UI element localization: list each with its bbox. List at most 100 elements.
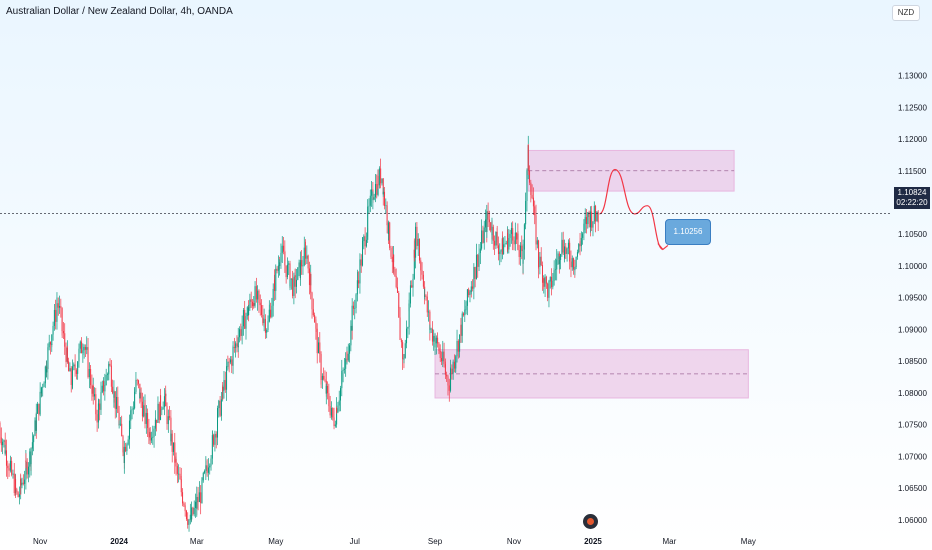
candle-body	[548, 281, 550, 289]
candle-body	[227, 361, 229, 367]
candle-body	[144, 403, 146, 424]
candle-body	[12, 473, 14, 475]
candle-body	[222, 386, 224, 391]
candle-body	[127, 439, 129, 445]
candle-body	[362, 247, 364, 266]
candle-body	[258, 290, 260, 295]
candle-body	[15, 479, 17, 490]
candle-body	[342, 369, 344, 371]
candle-body	[501, 238, 503, 255]
candle-body	[477, 254, 479, 267]
candle-body	[349, 345, 351, 354]
candle-body	[583, 223, 585, 234]
candle-body	[113, 391, 115, 398]
candle-body	[153, 428, 155, 437]
candle-body	[285, 265, 287, 278]
candle-body	[438, 343, 440, 351]
candle-body	[593, 205, 595, 222]
current-price-tag: 1.10824 02:22:20	[894, 187, 930, 209]
candle-body	[308, 268, 310, 286]
candle-body	[334, 424, 336, 427]
candle-body	[193, 507, 195, 515]
candle-body	[465, 305, 467, 310]
candle-body	[570, 261, 572, 268]
candle-body	[94, 394, 96, 397]
candle-body	[562, 239, 564, 253]
candle-body	[376, 184, 378, 195]
candle-body	[485, 219, 487, 228]
y-tick-label: 1.07500	[898, 421, 927, 430]
candle-body	[43, 383, 45, 388]
candle-body	[425, 295, 427, 297]
candle-body	[211, 436, 213, 459]
candle-body	[316, 328, 318, 354]
candle-body	[579, 244, 581, 247]
candle-body	[566, 248, 568, 254]
candle-body	[369, 195, 371, 206]
candle-body	[150, 437, 152, 441]
candle-body	[61, 308, 63, 327]
candle-body	[306, 255, 308, 259]
currency-button[interactable]: NZD	[892, 5, 920, 21]
candle-body	[315, 322, 317, 329]
candle-body	[187, 519, 189, 525]
candle-body	[24, 479, 26, 484]
candle-body	[250, 299, 252, 302]
projection-arrowhead	[657, 243, 669, 251]
candle-body	[294, 275, 296, 287]
candle-body	[46, 369, 48, 373]
candle-body	[513, 240, 515, 245]
candle-body	[70, 368, 72, 385]
candle-body	[571, 258, 573, 268]
candle-body	[518, 249, 520, 257]
candle-body	[512, 228, 514, 234]
candle-body	[202, 472, 204, 481]
candle-body	[293, 276, 295, 296]
candle-body	[576, 252, 578, 257]
candle-body	[101, 385, 103, 393]
candle-body	[540, 256, 542, 266]
candle-body	[191, 507, 193, 520]
candle-body	[530, 182, 532, 195]
candle-body	[464, 309, 466, 316]
candle-body	[65, 346, 67, 362]
candle-body	[161, 409, 163, 410]
candle-body	[189, 514, 191, 520]
candle-body	[148, 427, 150, 438]
candle-body	[354, 307, 356, 309]
candle-body	[165, 393, 167, 407]
candle-body	[341, 370, 343, 382]
candle-body	[303, 247, 305, 266]
candle-body	[473, 267, 475, 289]
candle-body	[418, 239, 420, 255]
candle-body	[48, 342, 50, 348]
candle-body	[503, 244, 505, 255]
candle-body	[117, 396, 119, 413]
candle-body	[372, 199, 374, 201]
candle-body	[77, 361, 79, 367]
candle-body	[116, 396, 118, 409]
candle-body	[378, 168, 380, 186]
candle-body	[374, 184, 376, 198]
tradingview-logo-icon[interactable]	[583, 514, 598, 529]
candle-body	[320, 354, 322, 379]
candle-body	[455, 356, 457, 363]
candle-body	[539, 256, 541, 267]
candle-body	[110, 365, 112, 387]
candles-layer	[0, 135, 599, 532]
candle-body	[556, 259, 558, 270]
candle-body	[538, 260, 540, 267]
candle-body	[336, 408, 338, 425]
candle-body	[389, 222, 391, 248]
candle-body	[267, 321, 269, 330]
candle-body	[297, 267, 299, 280]
candle-body	[443, 351, 445, 365]
candle-body	[143, 405, 145, 417]
candle-body	[104, 384, 106, 392]
candle-body	[214, 433, 216, 445]
candle-body	[270, 309, 272, 317]
x-tick-label: May	[741, 537, 756, 546]
candle-body	[517, 233, 519, 250]
candle-body	[368, 205, 370, 207]
